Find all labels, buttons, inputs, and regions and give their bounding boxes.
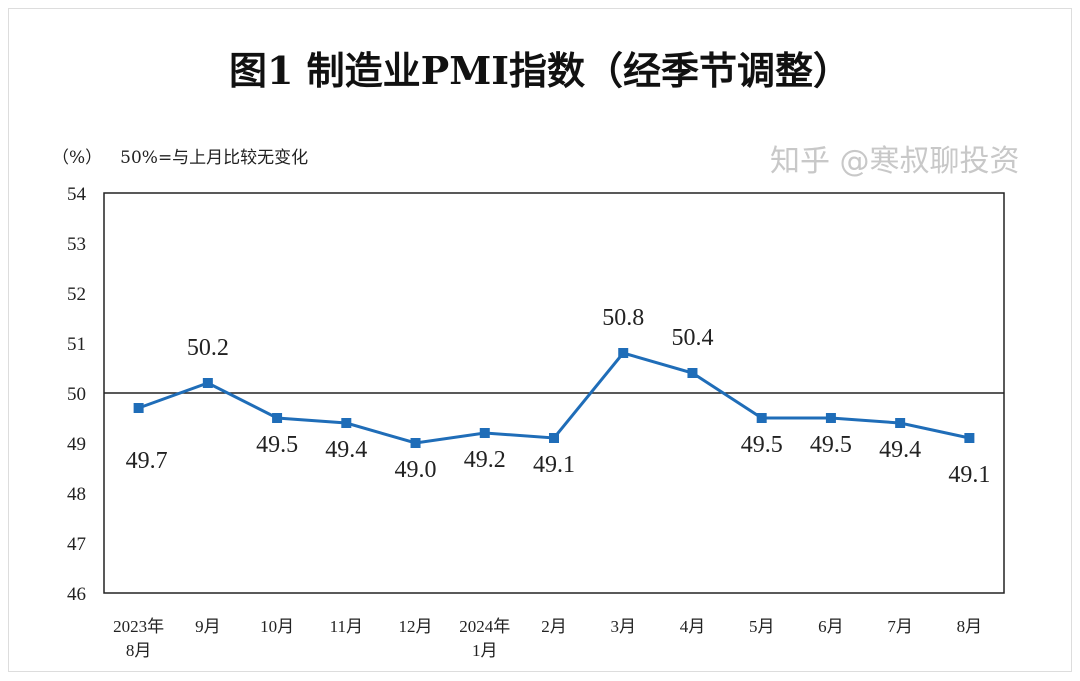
chart-title: 图1 制造业PMI指数（经季节调整） bbox=[228, 48, 852, 93]
x-tick-label: 8月 bbox=[957, 617, 983, 636]
y-tick-label: 46 bbox=[67, 584, 86, 605]
data-label: 49.1 bbox=[948, 462, 990, 488]
y-tick-label: 54 bbox=[67, 184, 87, 205]
data-point bbox=[272, 413, 283, 423]
data-point bbox=[133, 403, 144, 413]
data-point bbox=[410, 438, 421, 448]
x-tick-label: 4月 bbox=[680, 617, 706, 636]
data-point bbox=[825, 413, 836, 423]
reference-note: 50%=与上月比较无变化 bbox=[120, 148, 309, 168]
y-tick-label: 49 bbox=[67, 434, 86, 455]
data-point bbox=[964, 433, 975, 443]
y-tick-label: 51 bbox=[67, 334, 86, 355]
image-frame bbox=[8, 8, 1072, 672]
y-tick-label: 53 bbox=[67, 234, 86, 255]
series-line bbox=[138, 351, 970, 445]
data-label: 49.7 bbox=[126, 448, 168, 474]
data-label: 49.4 bbox=[879, 437, 921, 463]
data-label: 50.4 bbox=[671, 325, 713, 351]
data-point bbox=[202, 378, 213, 388]
x-tick-label: 6月 bbox=[818, 617, 844, 636]
y-tick-label: 50 bbox=[67, 384, 86, 405]
data-point bbox=[687, 368, 698, 378]
x-tick-label: 5月 bbox=[749, 617, 775, 636]
x-tick-label: 7月 bbox=[887, 617, 913, 636]
data-label: 49.2 bbox=[464, 447, 506, 473]
x-tick-label: 8月 bbox=[126, 641, 152, 660]
x-tick-label: 2024年 bbox=[459, 617, 510, 636]
data-label: 49.4 bbox=[325, 437, 367, 463]
data-label: 50.8 bbox=[602, 305, 644, 331]
x-tick-label: 3月 bbox=[610, 617, 636, 636]
data-label: 49.0 bbox=[395, 457, 437, 483]
chart-note: （%） 50%=与上月比较无变化 bbox=[52, 143, 326, 168]
data-label: 49.5 bbox=[256, 432, 298, 458]
data-point bbox=[618, 348, 629, 358]
data-label: 49.5 bbox=[741, 432, 783, 458]
x-tick-label: 1月 bbox=[472, 641, 498, 660]
x-tick-label: 12月 bbox=[399, 617, 433, 636]
data-point bbox=[341, 418, 352, 428]
data-point bbox=[479, 428, 490, 438]
watermark: 知乎 @寒叔聊投资 bbox=[770, 144, 1020, 179]
data-label: 49.5 bbox=[810, 432, 852, 458]
data-point bbox=[895, 418, 906, 428]
x-tick-label: 2023年 bbox=[113, 617, 164, 636]
data-label: 49.1 bbox=[533, 452, 575, 478]
x-tick-label: 9月 bbox=[195, 617, 221, 636]
x-tick-label: 11月 bbox=[330, 617, 363, 636]
data-point bbox=[756, 413, 767, 423]
data-point bbox=[549, 433, 559, 443]
y-tick-label: 52 bbox=[67, 284, 86, 305]
y-tick-label: 47 bbox=[67, 534, 86, 555]
data-label: 50.2 bbox=[187, 335, 229, 361]
x-tick-label: 10月 bbox=[260, 617, 294, 636]
x-tick-label: 2月 bbox=[541, 617, 567, 636]
y-tick-label: 48 bbox=[67, 484, 86, 505]
unit-label: （%） bbox=[52, 148, 103, 168]
